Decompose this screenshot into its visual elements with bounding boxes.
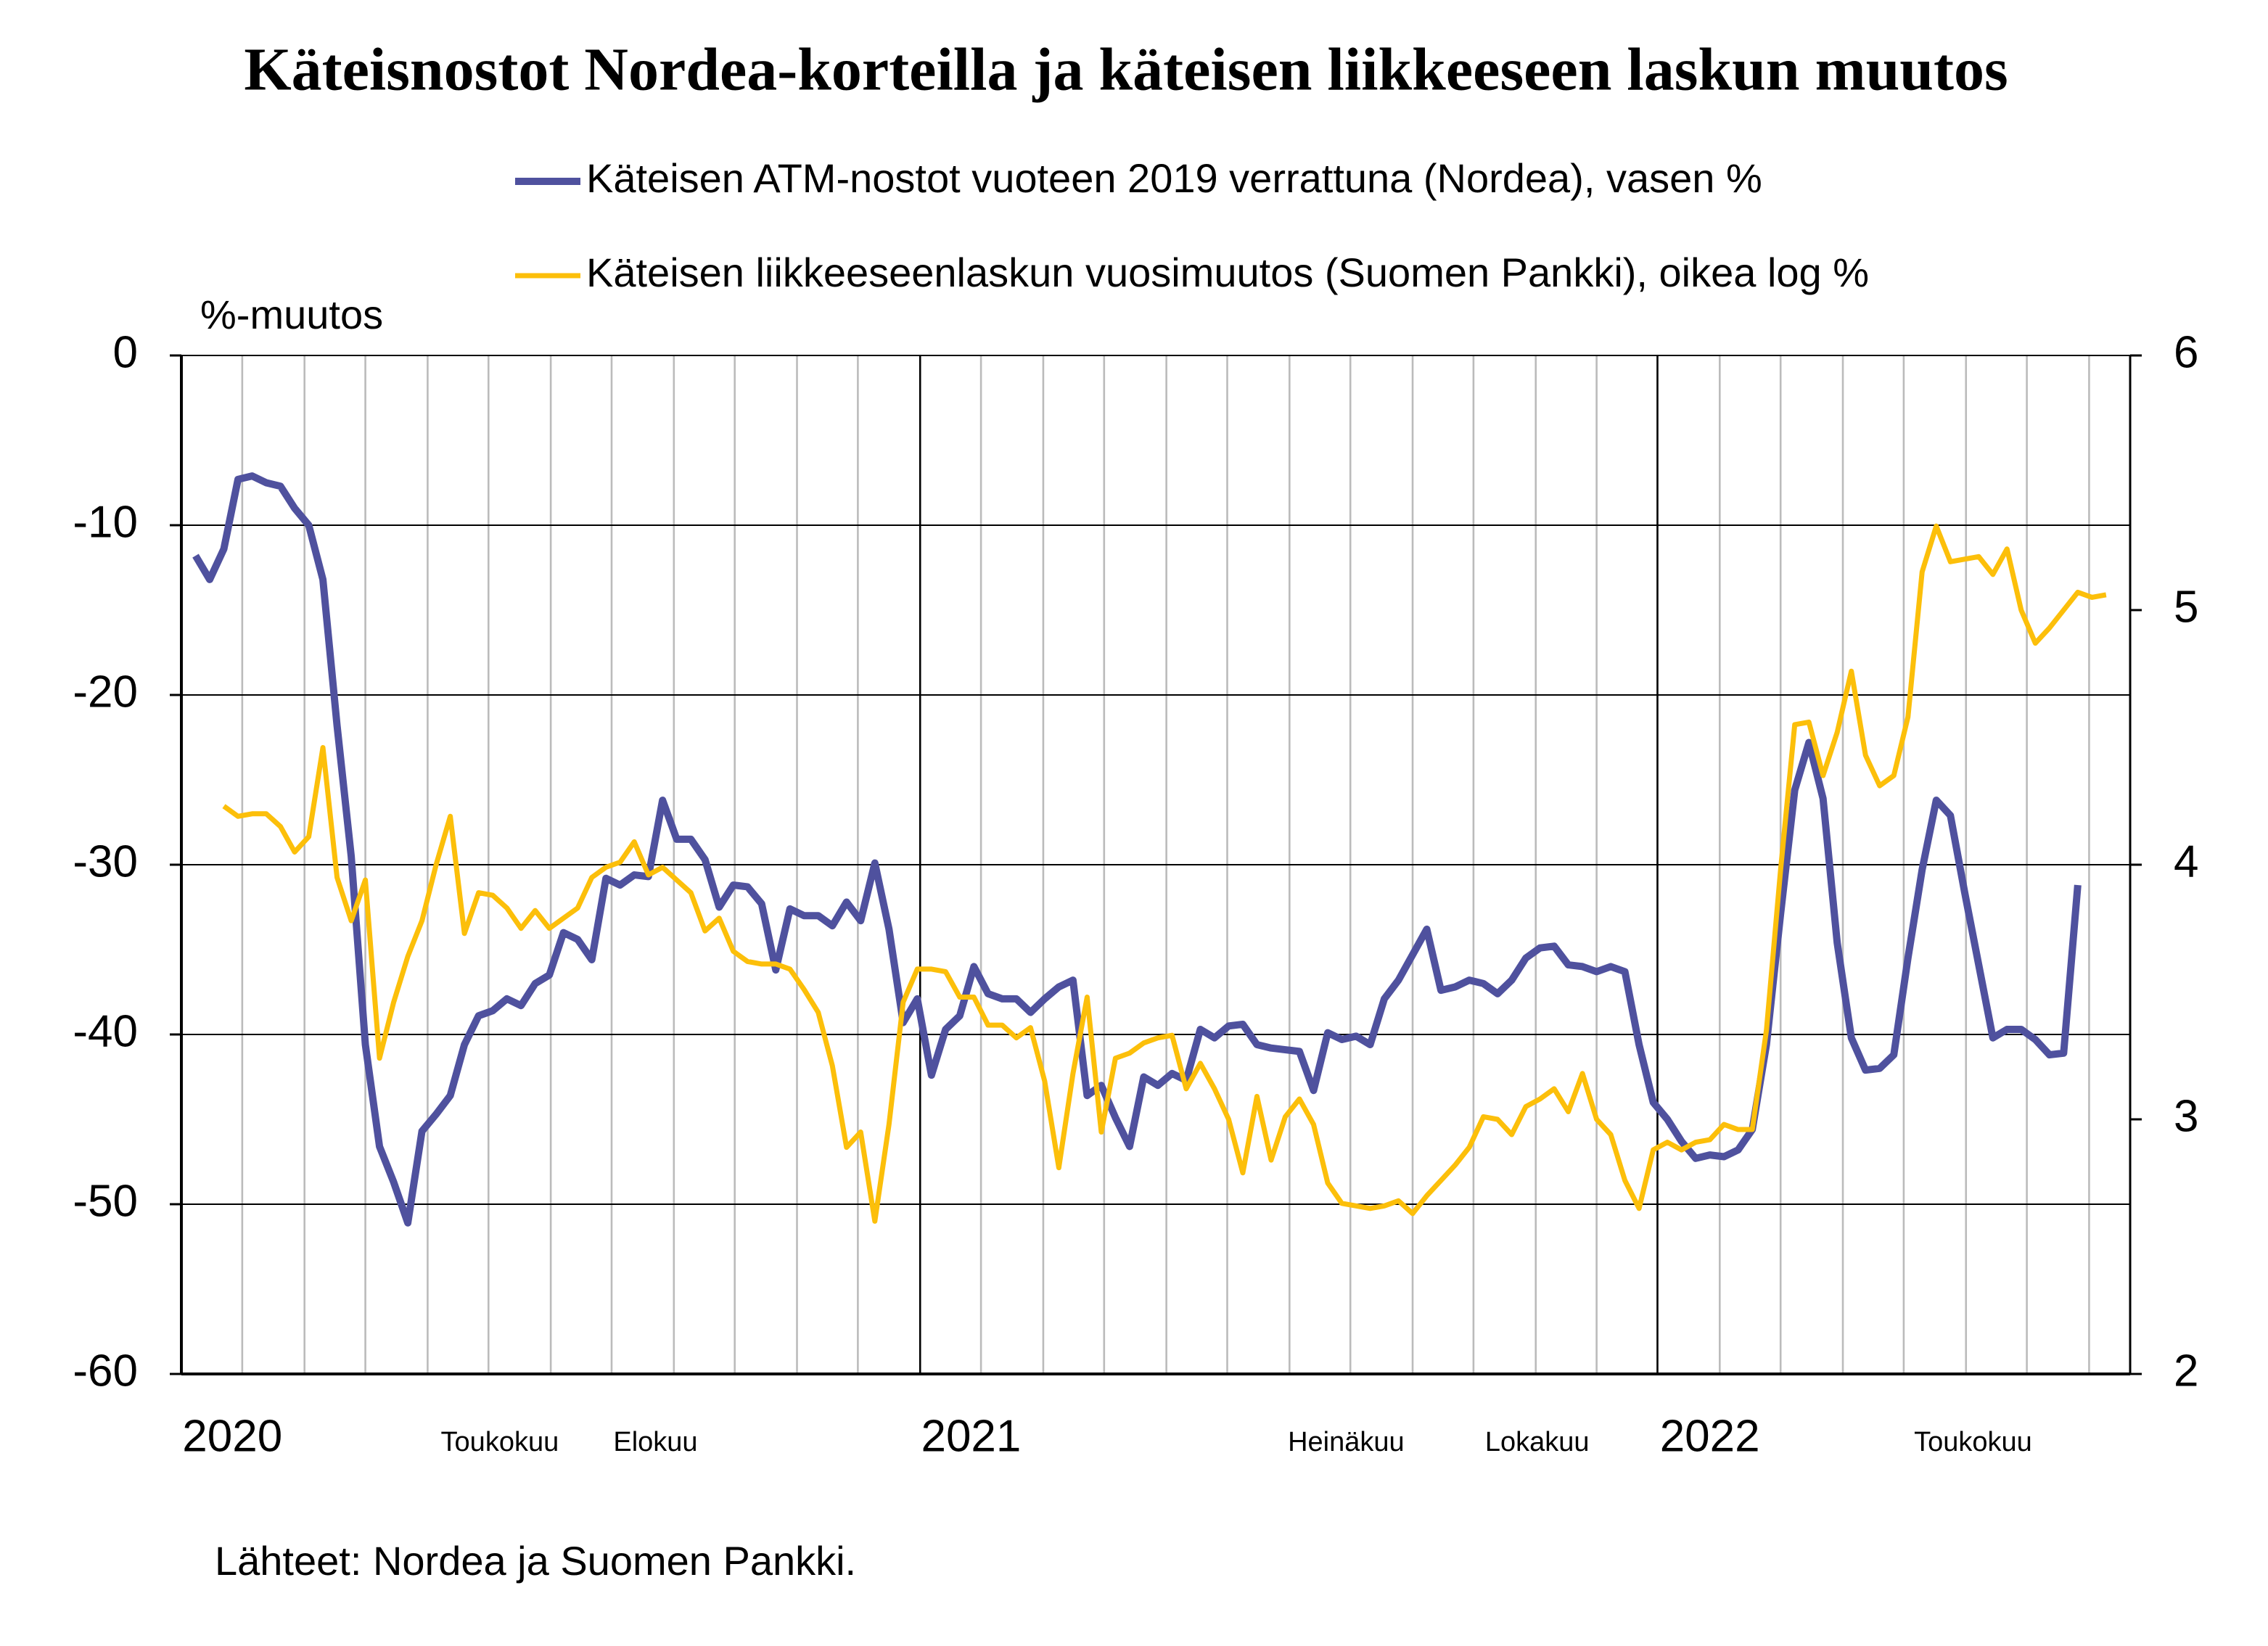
x-tick-label: Heinäkuu [1288, 1427, 1405, 1457]
y-tick-label: -40 [73, 1006, 138, 1056]
series-line [192, 472, 2082, 1227]
y2-tick-label: 2 [2174, 1346, 2198, 1396]
y2-tick-label: 3 [2174, 1091, 2198, 1141]
y-tick-label: -30 [73, 836, 138, 886]
y2-tick-label: 5 [2174, 582, 2198, 632]
legend-label: Käteisen ATM-nostot vuoteen 2019 verratt… [586, 155, 1762, 201]
x-tick-label: 2021 [921, 1411, 1021, 1461]
y-tick-label: -60 [73, 1346, 138, 1396]
y-tick-label: -50 [73, 1176, 138, 1226]
series-line [222, 523, 2107, 1224]
y2-tick-label: 6 [2174, 327, 2198, 377]
x-tick-label: Toukokuu [1914, 1427, 2032, 1457]
x-tick-label: Elokuu [613, 1427, 697, 1457]
legend-label: Käteisen liikkeeseenlaskun vuosimuutos (… [586, 250, 1869, 295]
y2-tick-label: 4 [2174, 836, 2198, 886]
y-tick-label: 0 [113, 327, 138, 377]
y-tick-label: -10 [73, 497, 138, 547]
chart-title: Käteisnostot Nordea-korteilla ja käteise… [244, 36, 2008, 103]
x-tick-label: 2022 [1660, 1411, 1760, 1461]
x-tick-label: Toukokuu [441, 1427, 559, 1457]
y-axis-label: %-muutos [200, 292, 383, 337]
x-tick-label: Lokakuu [1485, 1427, 1590, 1457]
y-tick-label: -20 [73, 667, 138, 717]
x-tick-label: 2020 [182, 1411, 282, 1461]
source-note: Lähteet: Nordea ja Suomen Pankki. [215, 1538, 856, 1584]
